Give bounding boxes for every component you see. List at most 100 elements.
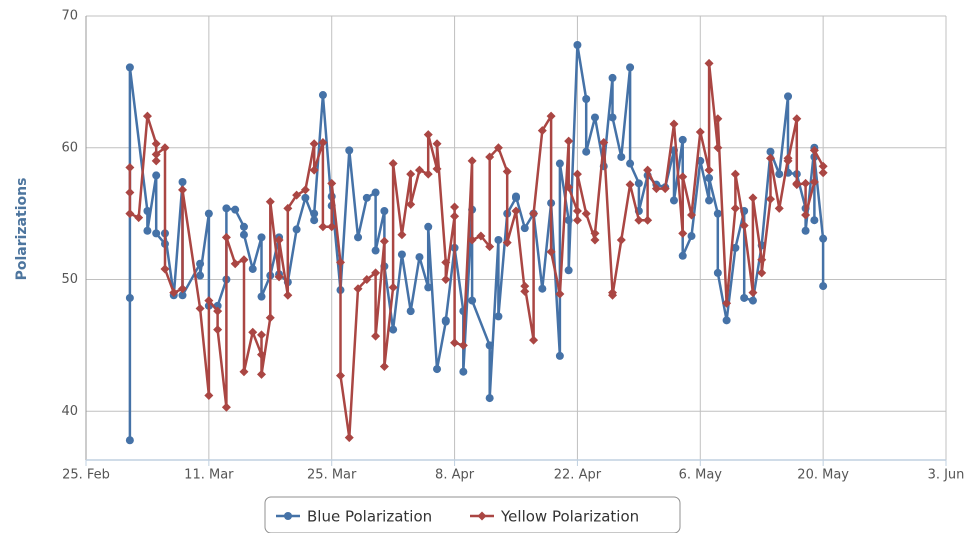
data-point	[564, 136, 574, 146]
data-point	[537, 126, 547, 136]
data-point	[450, 211, 460, 221]
data-point	[257, 292, 266, 301]
data-point	[713, 209, 722, 218]
series-line	[128, 43, 825, 441]
data-point	[152, 171, 161, 180]
data-point	[239, 230, 248, 239]
data-point	[327, 222, 337, 232]
data-point	[265, 197, 275, 207]
data-point	[274, 272, 284, 282]
data-point	[546, 111, 556, 121]
data-point	[335, 257, 345, 267]
data-point	[213, 325, 223, 335]
data-point	[450, 338, 460, 348]
data-point	[362, 193, 371, 202]
data-point	[196, 259, 205, 268]
data-point	[169, 288, 179, 298]
data-point	[213, 306, 223, 316]
data-point	[362, 275, 372, 285]
data-point	[765, 194, 775, 204]
data-point	[766, 147, 775, 156]
data-point	[424, 283, 433, 292]
data-point	[433, 365, 442, 374]
data-point	[511, 206, 521, 216]
data-point	[801, 226, 810, 235]
legend-item[interactable]: Yellow Polarization	[470, 508, 639, 526]
data-point	[784, 92, 793, 101]
data-point	[283, 290, 293, 300]
data-point	[406, 169, 416, 179]
data-point	[730, 169, 740, 179]
x-tick-label: 11. Mar	[184, 468, 234, 483]
data-point	[151, 149, 161, 159]
data-point	[335, 371, 345, 381]
data-point	[678, 172, 688, 182]
data-point	[371, 246, 380, 255]
data-point	[353, 284, 363, 294]
data-point	[468, 296, 477, 305]
data-point	[819, 234, 828, 243]
data-point	[643, 215, 653, 225]
data-point	[125, 293, 134, 302]
data-point	[757, 255, 767, 265]
legend-label: Yellow Polarization	[500, 508, 639, 526]
data-point	[818, 168, 828, 178]
data-point	[248, 264, 257, 273]
data-point	[713, 143, 723, 153]
data-point	[292, 190, 302, 200]
x-tick-label: 25. Mar	[307, 468, 357, 483]
data-point	[801, 178, 811, 188]
data-point	[309, 165, 319, 175]
data-point	[414, 165, 424, 175]
data-point	[467, 235, 477, 245]
data-point	[713, 268, 722, 277]
data-point	[274, 235, 284, 245]
data-point	[160, 143, 170, 153]
data-point	[520, 224, 529, 233]
data-point	[441, 316, 450, 325]
data-point	[265, 313, 275, 323]
data-point	[344, 433, 354, 443]
data-point	[257, 350, 267, 360]
data-point	[239, 255, 249, 265]
data-point	[564, 182, 574, 192]
data-point	[757, 268, 767, 278]
x-tick-label: 8. Apr	[435, 468, 475, 483]
data-point	[292, 225, 301, 234]
data-point	[406, 199, 416, 209]
data-point	[143, 226, 152, 235]
data-point	[572, 206, 582, 216]
data-point	[204, 209, 213, 218]
data-point	[765, 153, 775, 163]
data-point	[564, 216, 573, 225]
data-point	[310, 209, 319, 218]
data-point	[581, 209, 591, 219]
data-point	[204, 296, 214, 306]
legend-marker	[477, 511, 487, 521]
data-point	[467, 156, 477, 166]
legend-item[interactable]: Blue Polarization	[276, 508, 432, 526]
data-point	[572, 169, 582, 179]
data-point	[564, 266, 573, 275]
data-point	[529, 209, 539, 219]
data-point	[345, 146, 354, 155]
data-point	[424, 222, 433, 231]
data-point	[810, 216, 819, 225]
data-point	[572, 215, 582, 225]
data-point	[310, 216, 319, 225]
x-tick-label: 6. May	[679, 468, 723, 483]
data-point	[792, 114, 802, 124]
data-point	[669, 119, 679, 129]
data-point	[221, 402, 231, 412]
data-point	[379, 236, 389, 246]
data-point	[485, 242, 495, 252]
data-point	[819, 282, 828, 291]
data-point	[143, 206, 152, 215]
data-point	[678, 228, 688, 238]
data-point	[423, 130, 433, 140]
data-point	[502, 166, 512, 176]
data-point	[617, 152, 626, 161]
data-point	[687, 232, 696, 241]
data-point	[257, 233, 266, 242]
